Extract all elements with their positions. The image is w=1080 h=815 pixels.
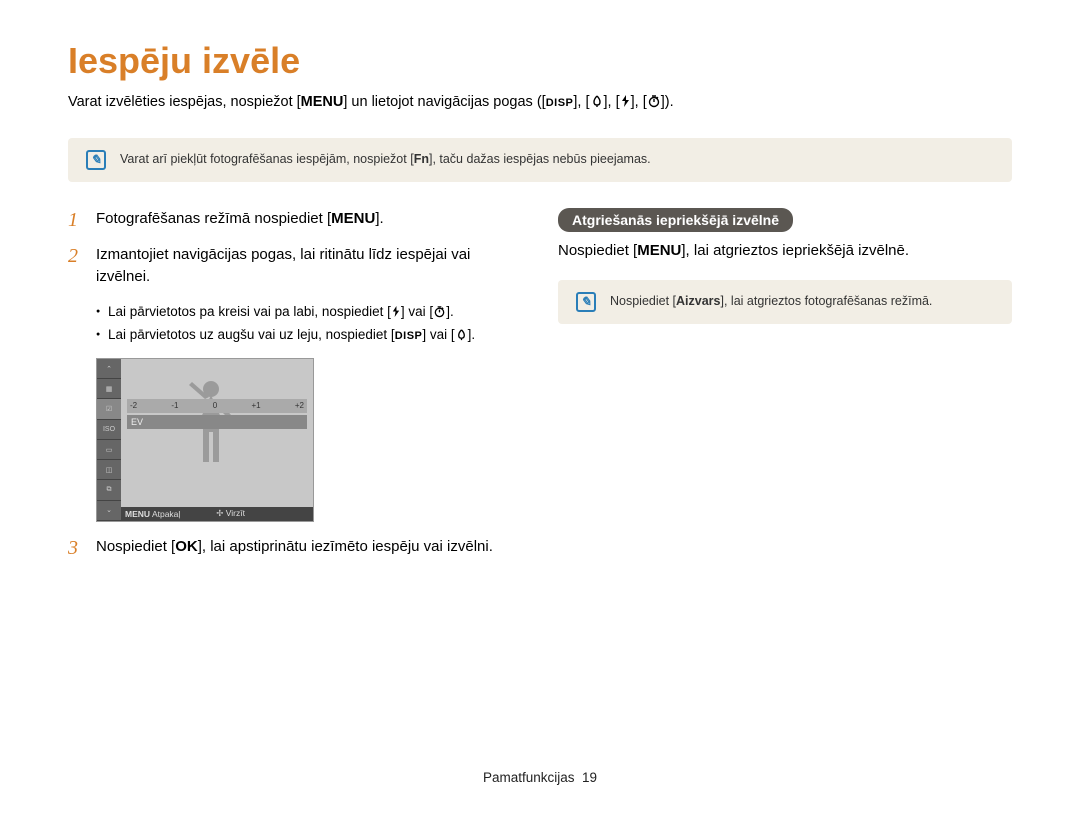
intro-paragraph: Varat izvēlēties iespējas, nospiežot [ME… bbox=[68, 92, 1012, 116]
page-footer: Pamatfunkcijas 19 bbox=[0, 770, 1080, 785]
disp-label: DISP bbox=[395, 330, 423, 342]
intro-part5: ], [ bbox=[631, 94, 647, 110]
bullet-2: Lai pārvietotos uz augšu vai uz leju, no… bbox=[96, 324, 522, 348]
b1-b: ] vai [ bbox=[401, 304, 433, 319]
step-3-text: Nospiediet [OK], lai apstiprinātu iezīmē… bbox=[96, 536, 493, 560]
step-2-number: 2 bbox=[68, 244, 84, 289]
b1-a: Lai pārvietotos pa kreisi vai pa labi, n… bbox=[108, 304, 391, 319]
cs-sidebar: ⌃ ▦ ☑ ISO ▭ ◫ ⧉ ⌄ bbox=[97, 359, 121, 521]
b1-c: ]. bbox=[446, 304, 454, 319]
content-columns: 1 Fotografēšanas režīmā nospiediet [MENU… bbox=[68, 208, 1012, 572]
menu-label: MENU bbox=[301, 94, 344, 110]
step-2-bullets: Lai pārvietotos pa kreisi vai pa labi, n… bbox=[96, 301, 522, 348]
cs-bottom-bar: MENU Atpakaļ ✢ Virzīt bbox=[121, 507, 313, 521]
intro-part4: ], [ bbox=[604, 94, 620, 110]
cs-ev-scale: -2 -1 0 +1 +2 bbox=[127, 399, 307, 413]
right-column: Atgriešanās iepriekšējā izvēlnē Nospiedi… bbox=[558, 208, 1012, 351]
flash-icon bbox=[620, 94, 631, 116]
b2-a: Lai pārvietotos uz augšu vai uz leju, no… bbox=[108, 327, 395, 342]
note1-b: ], taču dažas iespējas nebūs pieejamas. bbox=[429, 152, 651, 166]
note-2-text: Nospiediet [Aizvars], lai atgrieztos fot… bbox=[610, 292, 932, 311]
step-1-number: 1 bbox=[68, 208, 84, 232]
rp-a: Nospiediet [ bbox=[558, 242, 637, 259]
b2-b: ] vai [ bbox=[422, 327, 454, 342]
cs-sb-1: ⌃ bbox=[97, 359, 121, 379]
menu-label: MENU bbox=[331, 210, 375, 227]
macro-icon bbox=[590, 94, 604, 116]
step-3: 3 Nospiediet [OK], lai apstiprinātu iezī… bbox=[68, 536, 522, 560]
left-column: 1 Fotografēšanas režīmā nospiediet [MENU… bbox=[68, 208, 522, 572]
cs-sb-8: ⌄ bbox=[97, 501, 121, 521]
note-icon: ✎ bbox=[576, 292, 596, 312]
n2-a: Nospiediet [ bbox=[610, 294, 676, 308]
rp-b: ], lai atgrieztos iepriekšējā izvēlnē. bbox=[681, 242, 909, 259]
cs-menu-lbl: MENU bbox=[125, 509, 150, 519]
step-2: 2 Izmantojiet navigācijas pogas, lai rit… bbox=[68, 244, 522, 289]
s3-b: ], lai apstiprinātu iezīmēto iespēju vai… bbox=[198, 538, 493, 555]
b2-c: ]. bbox=[468, 327, 476, 342]
macro-icon bbox=[455, 326, 468, 348]
timer-icon bbox=[433, 303, 446, 325]
ok-label: OK bbox=[175, 538, 198, 555]
cs-sb-7: ⧉ bbox=[97, 480, 121, 500]
flash-icon bbox=[391, 303, 401, 325]
cs-move: ✢ Virzīt bbox=[216, 508, 245, 519]
intro-part6: ]). bbox=[661, 94, 674, 110]
intro-part3: ], [ bbox=[573, 94, 589, 110]
disp-label: DISP bbox=[546, 97, 574, 109]
cs-sb-5: ▭ bbox=[97, 440, 121, 460]
cs-back: MENU Atpakaļ bbox=[125, 509, 180, 519]
cs-sb-2: ▦ bbox=[97, 379, 121, 399]
footer-label: Pamatfunkcijas bbox=[483, 770, 575, 785]
cs-sb-3: ☑ bbox=[97, 399, 121, 419]
s1-b: ]. bbox=[375, 210, 383, 227]
footer-page: 19 bbox=[582, 770, 597, 785]
intro-part1: Varat izvēlēties iespējas, nospiežot [ bbox=[68, 94, 301, 110]
s1-a: Fotografēšanas režīmā nospiediet [ bbox=[96, 210, 331, 227]
s3-a: Nospiediet [ bbox=[96, 538, 175, 555]
note-box-1: ✎ Varat arī piekļūt fotografēšanas iespē… bbox=[68, 138, 1012, 182]
right-paragraph: Nospiediet [MENU], lai atgrieztos ieprie… bbox=[558, 240, 1012, 263]
aizvars-label: Aizvars bbox=[676, 294, 720, 308]
intro-part2: ] un lietojot navigācijas pogas ([ bbox=[343, 94, 545, 110]
scale-v: 0 bbox=[213, 401, 217, 410]
step-1: 1 Fotografēšanas režīmā nospiediet [MENU… bbox=[68, 208, 522, 232]
menu-label: MENU bbox=[637, 242, 681, 259]
scale-v: -2 bbox=[130, 401, 137, 410]
note-icon: ✎ bbox=[86, 150, 106, 170]
page-title: Iespēju izvēle bbox=[68, 40, 1012, 82]
scale-v: +1 bbox=[251, 401, 260, 410]
section-heading: Atgriešanās iepriekšējā izvēlnē bbox=[558, 208, 793, 232]
n2-b: ], lai atgrieztos fotografēšanas režīmā. bbox=[721, 294, 933, 308]
step-3-number: 3 bbox=[68, 536, 84, 560]
cs-ev-label: EV bbox=[127, 415, 307, 429]
timer-icon bbox=[647, 94, 661, 116]
camera-screenshot: ⌃ ▦ ☑ ISO ▭ ◫ ⧉ ⌄ - bbox=[96, 358, 314, 522]
cs-back-lbl: Atpakaļ bbox=[152, 509, 180, 519]
fn-label: Fn bbox=[414, 152, 429, 166]
cs-move-lbl: Virzīt bbox=[226, 508, 245, 518]
note-box-2: ✎ Nospiediet [Aizvars], lai atgrieztos f… bbox=[558, 280, 1012, 324]
scale-v: -1 bbox=[171, 401, 178, 410]
step-1-text: Fotografēšanas režīmā nospiediet [MENU]. bbox=[96, 208, 384, 232]
cs-sb-4: ISO bbox=[97, 420, 121, 440]
bullet-1: Lai pārvietotos pa kreisi vai pa labi, n… bbox=[96, 301, 522, 325]
note-1-text: Varat arī piekļūt fotografēšanas iespējā… bbox=[120, 150, 651, 169]
cs-main: -2 -1 0 +1 +2 EV bbox=[121, 359, 313, 507]
cs-sb-6: ◫ bbox=[97, 460, 121, 480]
step-2-text: Izmantojiet navigācijas pogas, lai ritin… bbox=[96, 244, 522, 289]
note1-a: Varat arī piekļūt fotografēšanas iespējā… bbox=[120, 152, 414, 166]
scale-v: +2 bbox=[295, 401, 304, 410]
